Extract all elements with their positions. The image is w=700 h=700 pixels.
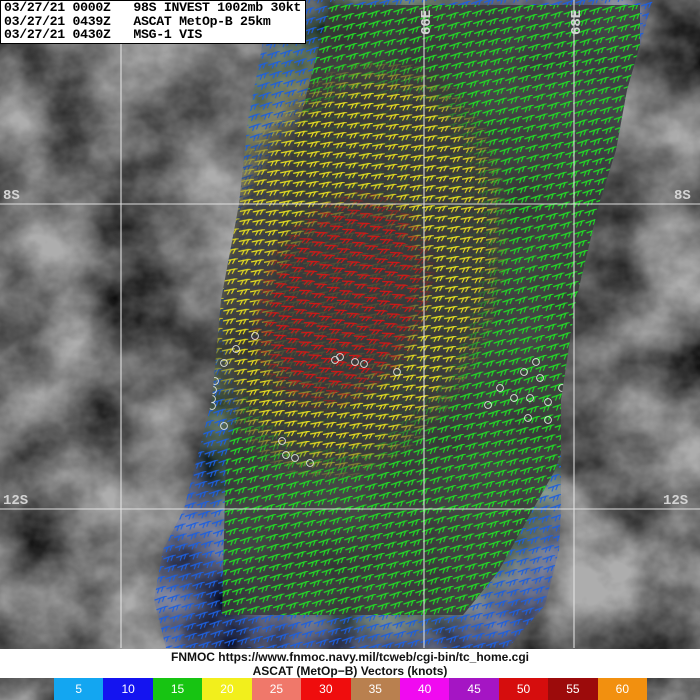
svg-text:8S: 8S bbox=[674, 188, 691, 204]
svg-text:12S: 12S bbox=[3, 493, 28, 509]
svg-text:8S: 8S bbox=[3, 188, 20, 204]
svg-text:66E: 66E bbox=[419, 10, 435, 35]
svg-text:68E: 68E bbox=[569, 10, 585, 35]
svg-text:12S: 12S bbox=[663, 493, 688, 509]
